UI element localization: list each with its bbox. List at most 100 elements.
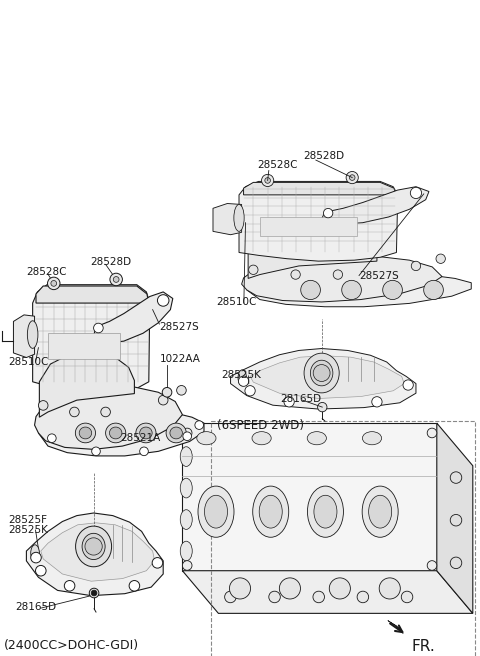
Polygon shape xyxy=(13,315,35,358)
Ellipse shape xyxy=(311,360,333,386)
Ellipse shape xyxy=(369,495,392,528)
Text: 28528C: 28528C xyxy=(26,267,67,277)
Polygon shape xyxy=(213,203,241,235)
Circle shape xyxy=(436,254,445,264)
Ellipse shape xyxy=(307,486,344,537)
Polygon shape xyxy=(239,182,398,261)
Polygon shape xyxy=(94,292,173,344)
Text: (6SPEED 2WD): (6SPEED 2WD) xyxy=(217,419,304,432)
Text: 28510C: 28510C xyxy=(216,297,256,307)
Ellipse shape xyxy=(238,370,247,386)
Polygon shape xyxy=(437,423,473,613)
Polygon shape xyxy=(41,523,155,581)
Ellipse shape xyxy=(140,427,152,439)
Circle shape xyxy=(195,420,204,430)
Ellipse shape xyxy=(301,280,321,300)
Circle shape xyxy=(94,323,103,333)
Text: 28165D: 28165D xyxy=(280,394,321,404)
Circle shape xyxy=(450,472,462,483)
Circle shape xyxy=(70,407,79,417)
Circle shape xyxy=(318,402,327,412)
Text: 28521A: 28521A xyxy=(120,432,160,443)
Circle shape xyxy=(48,277,60,290)
Ellipse shape xyxy=(180,447,192,466)
Text: (2400CC>DOHC-GDI): (2400CC>DOHC-GDI) xyxy=(4,639,139,652)
Circle shape xyxy=(269,591,280,603)
Polygon shape xyxy=(241,255,442,302)
Circle shape xyxy=(177,386,186,395)
Polygon shape xyxy=(247,273,471,307)
Circle shape xyxy=(92,447,100,456)
Polygon shape xyxy=(39,352,134,417)
Ellipse shape xyxy=(180,510,192,529)
Circle shape xyxy=(411,261,420,271)
Circle shape xyxy=(313,365,330,381)
Circle shape xyxy=(38,401,48,410)
Circle shape xyxy=(401,591,413,603)
Circle shape xyxy=(249,265,258,274)
Ellipse shape xyxy=(75,423,96,443)
Circle shape xyxy=(36,565,46,576)
Circle shape xyxy=(372,397,382,407)
Circle shape xyxy=(265,178,270,183)
Circle shape xyxy=(225,591,236,603)
Ellipse shape xyxy=(82,533,105,560)
Circle shape xyxy=(379,578,400,599)
Text: 28525K: 28525K xyxy=(221,370,261,380)
Ellipse shape xyxy=(76,526,111,567)
Ellipse shape xyxy=(109,427,122,439)
Circle shape xyxy=(357,591,369,603)
Circle shape xyxy=(403,380,413,390)
Ellipse shape xyxy=(362,486,398,537)
Circle shape xyxy=(229,578,251,599)
Circle shape xyxy=(239,376,249,386)
Circle shape xyxy=(450,557,462,569)
Ellipse shape xyxy=(304,353,339,393)
Circle shape xyxy=(152,558,163,568)
Circle shape xyxy=(140,447,148,456)
Circle shape xyxy=(85,538,102,555)
Circle shape xyxy=(113,277,119,282)
Text: 28510C: 28510C xyxy=(9,357,49,367)
Polygon shape xyxy=(248,230,377,278)
Circle shape xyxy=(182,428,192,438)
Circle shape xyxy=(410,188,421,199)
Ellipse shape xyxy=(198,486,234,537)
Ellipse shape xyxy=(170,427,182,439)
Circle shape xyxy=(284,397,294,407)
Polygon shape xyxy=(250,356,404,398)
Circle shape xyxy=(162,388,172,397)
Circle shape xyxy=(51,281,57,286)
Text: 28527S: 28527S xyxy=(359,270,399,281)
Circle shape xyxy=(333,270,343,279)
Circle shape xyxy=(89,588,99,598)
Ellipse shape xyxy=(234,205,244,232)
Circle shape xyxy=(349,174,355,180)
Circle shape xyxy=(31,552,41,563)
Circle shape xyxy=(450,514,462,526)
Ellipse shape xyxy=(31,544,39,561)
Circle shape xyxy=(329,578,350,599)
Ellipse shape xyxy=(424,280,444,300)
Circle shape xyxy=(64,581,75,591)
Circle shape xyxy=(91,590,97,596)
Text: 28165D: 28165D xyxy=(15,602,57,613)
Circle shape xyxy=(313,591,324,603)
Circle shape xyxy=(182,561,192,570)
Polygon shape xyxy=(36,286,149,303)
Text: 28528D: 28528D xyxy=(303,151,345,161)
Circle shape xyxy=(427,561,437,570)
Polygon shape xyxy=(26,513,163,596)
Circle shape xyxy=(245,386,255,396)
Circle shape xyxy=(262,174,274,186)
Text: 28528D: 28528D xyxy=(90,257,132,268)
Ellipse shape xyxy=(259,495,282,528)
Ellipse shape xyxy=(342,280,361,300)
Ellipse shape xyxy=(314,495,337,528)
Circle shape xyxy=(346,171,358,184)
Circle shape xyxy=(110,273,122,286)
Circle shape xyxy=(291,270,300,279)
Circle shape xyxy=(129,581,140,591)
Circle shape xyxy=(157,295,169,306)
Polygon shape xyxy=(260,217,358,236)
